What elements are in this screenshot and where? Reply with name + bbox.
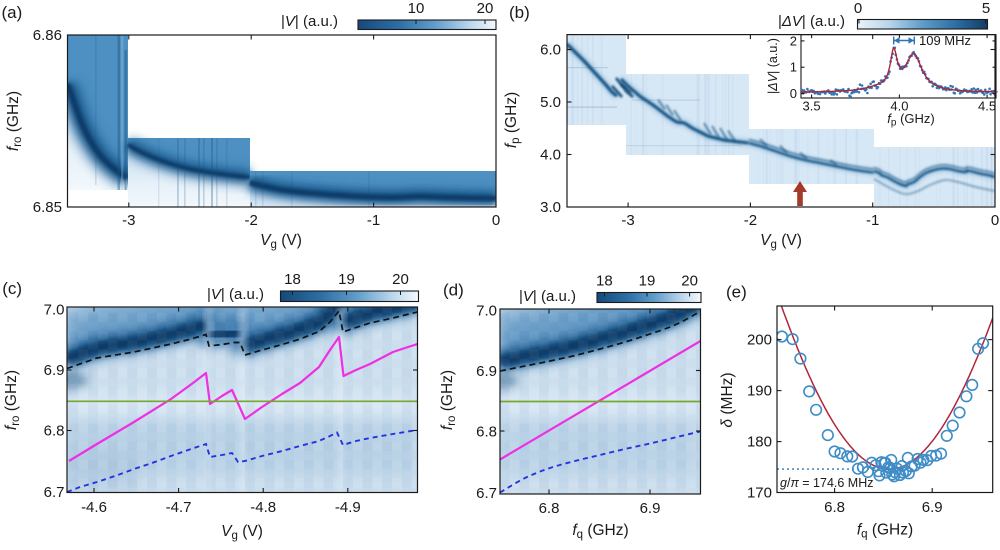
svg-text:Vg (V): Vg (V) — [760, 232, 802, 251]
svg-text:6.9: 6.9 — [922, 499, 943, 516]
svg-text:4.5: 4.5 — [978, 99, 996, 114]
svg-text:-4.6: -4.6 — [81, 499, 107, 516]
svg-text:Vg (V): Vg (V) — [221, 523, 263, 542]
svg-text:5: 5 — [982, 0, 990, 17]
svg-text:170: 170 — [747, 485, 772, 502]
svg-text:7.0: 7.0 — [476, 303, 497, 320]
svg-text:0: 0 — [790, 86, 797, 101]
svg-text:-1: -1 — [367, 212, 380, 229]
svg-text:-4.9: -4.9 — [335, 499, 361, 516]
svg-text:(c): (c) — [2, 279, 22, 298]
svg-text:200: 200 — [747, 332, 772, 349]
svg-text:(d): (d) — [443, 281, 464, 300]
svg-text:5.0: 5.0 — [540, 94, 561, 111]
svg-text:2: 2 — [790, 33, 797, 48]
svg-text:7.0: 7.0 — [44, 302, 65, 319]
svg-text:-1: -1 — [866, 212, 879, 229]
svg-text:6.85: 6.85 — [33, 199, 62, 216]
svg-text:fp (GHz): fp (GHz) — [503, 92, 522, 148]
svg-text:18: 18 — [284, 271, 301, 288]
svg-text:20: 20 — [392, 271, 409, 288]
svg-text:4.0: 4.0 — [540, 147, 561, 164]
svg-text:3.5: 3.5 — [803, 99, 821, 114]
svg-text:19: 19 — [338, 271, 355, 288]
svg-text:6.8: 6.8 — [44, 423, 65, 440]
svg-text:6.7: 6.7 — [44, 484, 65, 501]
svg-text:fro (GHz): fro (GHz) — [439, 370, 458, 430]
svg-text:fq (GHz): fq (GHz) — [572, 522, 628, 541]
svg-text:18: 18 — [596, 273, 613, 290]
svg-text:-4.7: -4.7 — [166, 499, 192, 516]
svg-text:-2: -2 — [245, 212, 258, 229]
svg-text:6.9: 6.9 — [640, 500, 661, 517]
svg-text:-4.8: -4.8 — [250, 499, 276, 516]
svg-text:6.9: 6.9 — [44, 362, 65, 379]
svg-text:|V| (a.u.): |V| (a.u.) — [519, 288, 576, 305]
svg-text:fp (GHz): fp (GHz) — [887, 111, 934, 129]
svg-text:δ (MHz): δ (MHz) — [719, 372, 736, 427]
svg-text:4.0: 4.0 — [890, 99, 908, 114]
svg-text:6.0: 6.0 — [540, 42, 561, 59]
svg-text:3.0: 3.0 — [540, 199, 561, 216]
svg-text:1: 1 — [790, 60, 797, 75]
svg-text:fro (GHz): fro (GHz) — [5, 91, 24, 151]
svg-text:6.8: 6.8 — [476, 424, 497, 441]
svg-text:|V| (a.u.): |V| (a.u.) — [281, 13, 338, 30]
svg-text:0: 0 — [492, 212, 500, 229]
svg-text:fro (GHz): fro (GHz) — [3, 370, 22, 430]
svg-text:(a): (a) — [2, 3, 23, 22]
svg-text:|ΔV| (a.u.): |ΔV| (a.u.) — [778, 13, 845, 30]
svg-text:190: 190 — [747, 383, 772, 400]
svg-text:109 MHz: 109 MHz — [919, 33, 971, 48]
svg-text:fq (GHz): fq (GHz) — [857, 522, 913, 541]
svg-text:20: 20 — [477, 0, 494, 17]
svg-text:0: 0 — [991, 212, 999, 229]
svg-text:19: 19 — [639, 273, 656, 290]
svg-text:|V| (a.u.): |V| (a.u.) — [207, 286, 264, 303]
svg-text:10: 10 — [408, 0, 425, 17]
svg-text:6.86: 6.86 — [33, 27, 62, 44]
svg-text:g/π = 174.6 MHz: g/π = 174.6 MHz — [780, 476, 874, 490]
svg-text:-2: -2 — [744, 212, 757, 229]
svg-text:0: 0 — [854, 0, 862, 17]
svg-text:-3: -3 — [621, 212, 634, 229]
svg-text:-3: -3 — [122, 212, 135, 229]
svg-text:180: 180 — [747, 434, 772, 451]
svg-text:6.9: 6.9 — [476, 363, 497, 380]
svg-text:(b): (b) — [509, 3, 530, 22]
svg-text:|ΔV| (a.u.): |ΔV| (a.u.) — [766, 38, 780, 94]
svg-text:6.8: 6.8 — [539, 500, 560, 517]
svg-text:6.7: 6.7 — [476, 485, 497, 502]
svg-text:(e): (e) — [726, 283, 747, 302]
svg-text:6.8: 6.8 — [824, 499, 845, 516]
svg-text:Vg (V): Vg (V) — [260, 232, 302, 251]
svg-text:20: 20 — [681, 273, 698, 290]
